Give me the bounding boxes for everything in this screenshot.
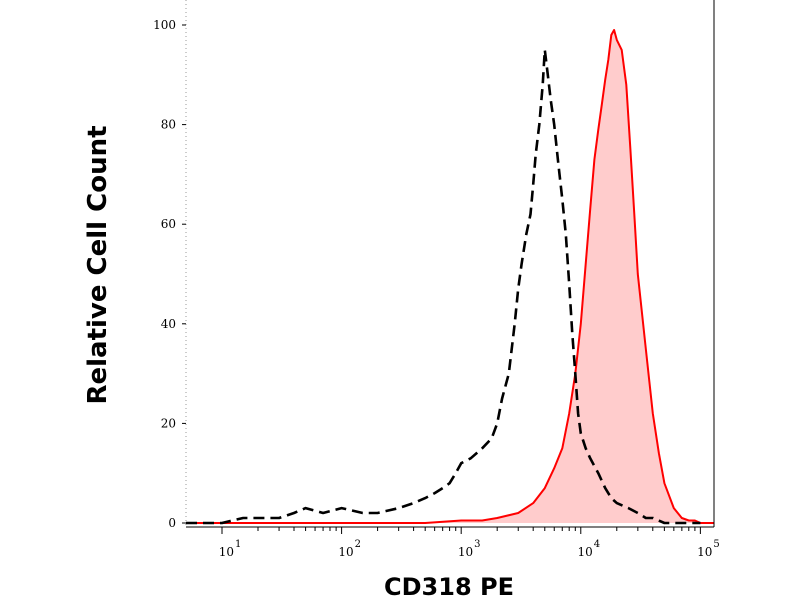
y-tick-label: 60 <box>161 217 176 231</box>
y-tick-label: 100 <box>153 18 176 32</box>
series-fill-area <box>186 30 714 523</box>
x-tick-label: 10 <box>458 545 473 559</box>
y-tick-label: 80 <box>161 118 176 132</box>
series-line-dashed <box>186 48 701 525</box>
x-tick-exponent: 2 <box>355 539 361 550</box>
x-tick-exponent: 4 <box>594 539 600 550</box>
x-tick-exponent: 5 <box>713 539 719 550</box>
y-tick-label: 0 <box>168 516 176 530</box>
y-tick-label: 40 <box>161 317 176 331</box>
x-tick-label: 10 <box>697 545 712 559</box>
x-tick-label: 10 <box>577 545 592 559</box>
x-tick-label: 10 <box>338 545 353 559</box>
y-axis-label: Relative Cell Count <box>83 125 113 405</box>
series-line-solid <box>186 29 714 524</box>
x-tick-exponent: 3 <box>474 539 480 550</box>
x-axis-label: CD318 PE <box>384 573 514 601</box>
x-tick-label: 10 <box>219 545 234 559</box>
y-tick-label: 20 <box>161 416 176 430</box>
x-tick-exponent: 1 <box>235 539 241 550</box>
